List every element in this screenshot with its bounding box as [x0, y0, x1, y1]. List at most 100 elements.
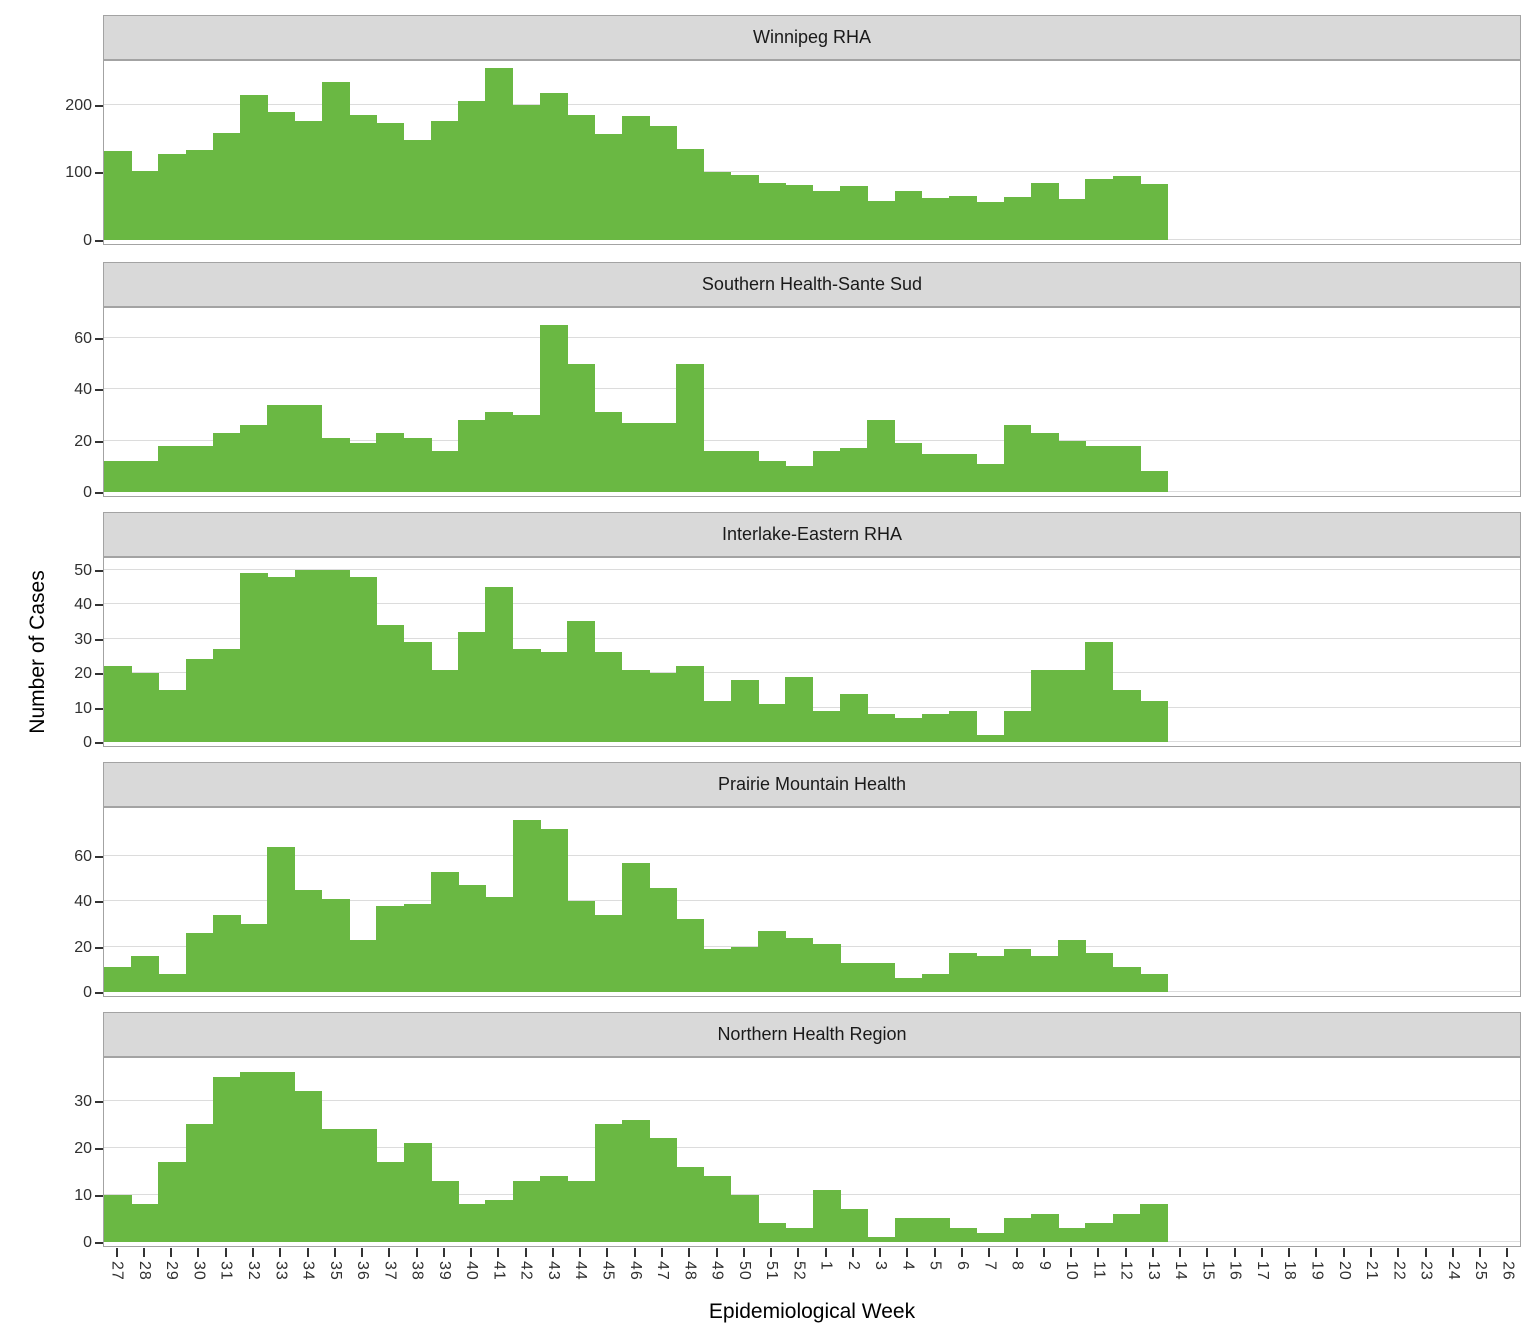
bar-week-7	[976, 201, 1005, 240]
y-tick-label: 60	[74, 847, 92, 865]
y-tick	[95, 638, 103, 641]
x-tick	[197, 1248, 200, 1257]
x-tick-label: 27	[108, 1261, 126, 1281]
bar-week-40	[458, 631, 487, 742]
x-tick	[524, 1248, 527, 1257]
gridline	[104, 388, 1520, 390]
x-tick	[497, 1248, 500, 1257]
y-tick-label: 40	[74, 596, 92, 614]
bar-week-51	[758, 182, 787, 240]
x-tick-label: 10	[1063, 1261, 1081, 1281]
x-tick	[142, 1248, 145, 1257]
y-tick	[95, 338, 103, 341]
x-tick	[1151, 1248, 1154, 1257]
x-tick	[115, 1248, 118, 1257]
x-tick	[1179, 1248, 1182, 1257]
x-axis-title: Epidemiological Week	[708, 1300, 916, 1323]
x-tick-label: 14	[1172, 1261, 1190, 1281]
bar-week-31	[212, 914, 241, 992]
bar-week-46	[621, 669, 650, 742]
bar-week-10	[1058, 1227, 1086, 1242]
bar-week-43	[540, 93, 568, 240]
y-tick	[95, 946, 103, 949]
bar-week-11	[1085, 953, 1114, 992]
y-tick-label: 10	[74, 1186, 92, 1204]
bar-week-45	[594, 1124, 623, 1242]
bar-week-3	[867, 1237, 896, 1242]
y-tick-label: 20	[74, 1139, 92, 1157]
bar-week-9	[1030, 1213, 1059, 1242]
x-tick-label: 21	[1363, 1261, 1381, 1281]
bar-week-46	[621, 115, 650, 240]
bar-week-4	[894, 191, 923, 240]
bar-week-50	[730, 175, 759, 240]
x-tick-label: 19	[1308, 1261, 1326, 1281]
bar-week-46	[621, 1119, 650, 1242]
y-tick	[95, 673, 103, 676]
bar-week-48	[676, 363, 705, 492]
bar-week-27	[104, 666, 132, 742]
y-tick	[95, 104, 103, 107]
bar-week-8	[1003, 711, 1032, 742]
x-tick-label: 20	[1335, 1261, 1353, 1281]
bar-week-29	[158, 690, 187, 742]
y-tick	[95, 855, 103, 858]
bar-week-5	[921, 714, 950, 742]
bar-week-1	[812, 450, 841, 492]
bar-week-41	[485, 587, 514, 742]
bar-week-42	[512, 1180, 541, 1242]
bar-week-34	[294, 1091, 323, 1242]
y-tick-label: 40	[74, 381, 92, 399]
bar-week-42	[512, 649, 541, 742]
bar-week-50	[730, 1194, 759, 1242]
x-tick-label: 40	[463, 1261, 481, 1281]
bar-week-37	[376, 1161, 405, 1242]
bar-week-45	[594, 412, 623, 492]
x-tick-label: 6	[953, 1261, 971, 1271]
y-tick	[95, 742, 103, 744]
bar-week-41	[485, 896, 514, 992]
x-tick	[224, 1248, 227, 1257]
bar-week-38	[403, 1143, 432, 1242]
x-tick	[551, 1248, 554, 1257]
x-tick-label: 47	[654, 1261, 672, 1281]
bar-week-49	[703, 948, 732, 992]
facet-strip: Southern Health-Sante Sud	[103, 262, 1521, 307]
bar-week-37	[376, 123, 405, 240]
y-tick-label: 0	[83, 734, 92, 751]
bar-week-12	[1112, 967, 1141, 992]
bar-week-44	[567, 621, 596, 742]
gridline	[104, 854, 1520, 856]
x-tick-label: 3	[872, 1261, 890, 1271]
bar-week-9	[1030, 669, 1059, 742]
bar-week-46	[621, 862, 650, 992]
x-tick-label: 38	[408, 1261, 426, 1281]
bar-week-42	[512, 819, 541, 992]
bar-week-46	[621, 422, 650, 492]
bar-week-9	[1030, 183, 1059, 240]
x-tick	[988, 1248, 991, 1257]
x-tick-label: 18	[1281, 1261, 1299, 1281]
facet-strip: Winnipeg RHA	[103, 15, 1521, 60]
bar-week-8	[1003, 1218, 1032, 1242]
x-tick	[933, 1248, 936, 1257]
bar-week-8	[1003, 425, 1032, 492]
x-tick	[688, 1248, 691, 1257]
y-tick	[95, 901, 103, 904]
bar-week-39	[430, 121, 459, 240]
x-tick-label: 31	[217, 1261, 235, 1281]
bar-week-30	[185, 149, 214, 240]
x-tick	[442, 1248, 445, 1257]
bar-week-51	[758, 930, 787, 992]
x-tick-label: 15	[1199, 1261, 1217, 1281]
bar-week-12	[1112, 445, 1141, 492]
x-tick-label: 25	[1472, 1261, 1490, 1281]
x-tick	[824, 1248, 827, 1257]
bar-week-36	[349, 576, 377, 742]
x-tick-label: 30	[190, 1261, 208, 1281]
bar-week-6	[949, 196, 977, 240]
facet-plot	[103, 807, 1521, 997]
bar-week-4	[894, 443, 923, 492]
y-tick	[95, 1194, 103, 1197]
gridline	[104, 1146, 1520, 1148]
